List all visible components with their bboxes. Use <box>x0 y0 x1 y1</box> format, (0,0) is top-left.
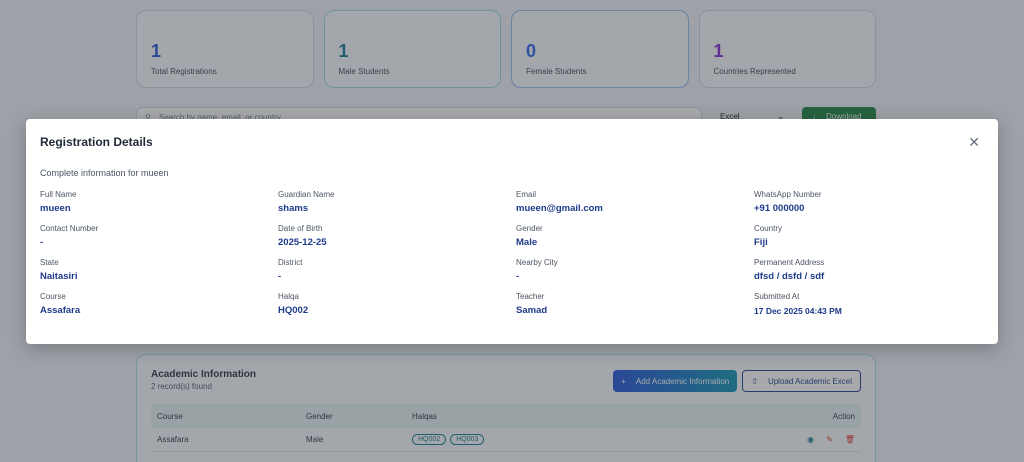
field-teacher: Teacher Samad <box>516 292 754 317</box>
field-value: - <box>516 271 520 282</box>
field-permanent-address: Permanent Address dfsd / dsfd / sdf <box>754 258 992 283</box>
details-grid: Full Name mueen Guardian Name shams Email m… <box>40 190 984 317</box>
field-label: Halqa <box>278 292 299 301</box>
field-submitted-at: Submitted At 17 Dec 2025 04:43 PM <box>754 292 992 317</box>
stat-value: 1 <box>338 41 349 61</box>
field-label: WhatsApp Number <box>754 190 822 199</box>
stat-card-male-students: 1 Male Students <box>323 10 501 88</box>
halqa-chip: HQ002 <box>412 434 447 445</box>
chevron-down-icon: ⌄ <box>777 112 784 121</box>
stat-card-countries-represented: 1 Countries Represented <box>698 10 876 88</box>
field-value: Male <box>516 237 538 248</box>
table-row: Assafara Male HQ002 HQ003 ◉ ✎ 🗑 <box>151 428 861 452</box>
stat-label: Total Registrations <box>151 67 217 76</box>
column-header-halqas: Halqas <box>412 411 437 421</box>
column-header-action: Action <box>832 411 855 421</box>
field-guardian-name: Guardian Name shams <box>278 190 516 215</box>
view-eye-icon[interactable]: ◉ <box>807 435 815 444</box>
field-course: Course Assafara <box>40 292 278 317</box>
cell-halqas: HQ002 HQ003 <box>412 434 775 445</box>
stat-label: Countries Represented <box>713 67 796 76</box>
search-placeholder: Search by name, email, or country... <box>159 113 287 122</box>
field-label: Guardian Name <box>278 190 335 199</box>
field-label: Submitted At <box>754 292 800 301</box>
cell-gender: Male <box>306 435 324 444</box>
field-value: dfsd / dsfd / sdf <box>754 271 825 282</box>
field-email: Email mueen@gmail.com <box>516 190 754 215</box>
export-format-select[interactable]: Excel ⌄ <box>712 107 792 129</box>
format-selected: Excel <box>720 112 740 121</box>
column-header-gender: Gender <box>306 411 333 421</box>
cell-course: Assafara <box>157 435 189 444</box>
field-value: shams <box>278 203 309 214</box>
stat-label: Male Students <box>338 67 390 76</box>
field-gender: Gender Male <box>516 224 754 249</box>
download-label: Download <box>826 112 862 121</box>
halqa-chip: HQ003 <box>450 434 485 445</box>
upload-icon: ⇧ <box>751 376 758 386</box>
field-value: 17 Dec 2025 04:43 PM <box>754 306 842 316</box>
search-icon: ⚲ <box>145 113 151 122</box>
academic-title: Academic Information <box>151 369 257 380</box>
stat-card-female-students: 0 Female Students <box>511 10 689 88</box>
field-full-name: Full Name mueen <box>40 190 278 215</box>
field-whatsapp-number: WhatsApp Number +91 000000 <box>754 190 992 215</box>
stat-value: 0 <box>526 41 537 61</box>
table-header-row: Course Gender Halqas Action <box>151 404 861 428</box>
field-label: Date of Birth <box>278 224 323 233</box>
stat-card-total-registrations: 1 Total Registrations <box>136 10 314 88</box>
field-label: District <box>278 258 303 267</box>
field-value: Assafara <box>40 305 81 316</box>
close-icon[interactable]: ✕ <box>968 134 980 150</box>
field-value: Samad <box>516 305 548 316</box>
plus-icon: + <box>621 376 626 386</box>
academic-information-panel: Academic Information 2 record(s) found +… <box>136 354 876 462</box>
field-halqa: Halqa HQ002 <box>278 292 516 317</box>
field-value: mueen@gmail.com <box>516 203 603 214</box>
stat-value: 1 <box>713 41 724 61</box>
field-date-of-birth: Date of Birth 2025-12-25 <box>278 224 516 249</box>
field-value: 2025-12-25 <box>278 237 327 248</box>
upload-academic-label: Upload Academic Excel <box>767 376 852 386</box>
delete-trash-icon[interactable]: 🗑 <box>844 435 855 444</box>
field-value: Naitasiri <box>40 271 78 282</box>
add-academic-information-button[interactable]: + Add Academic Information <box>613 370 738 392</box>
field-nearby-city: Nearby City - <box>516 258 754 283</box>
field-label: Teacher <box>516 292 545 301</box>
stat-label: Female Students <box>526 67 587 76</box>
field-label: State <box>40 258 59 267</box>
modal-description: Complete information for mueen <box>40 168 169 178</box>
download-icon: ↓ <box>812 112 816 121</box>
stats-row: 1 Total Registrations 1 Male Students 0 … <box>136 10 876 88</box>
column-header-course: Course <box>157 411 183 421</box>
academic-table: Course Gender Halqas Action Assafara Mal… <box>151 404 861 452</box>
field-value: Fiji <box>754 237 768 248</box>
field-label: Nearby City <box>516 258 558 267</box>
field-label: Country <box>754 224 783 233</box>
field-label: Permanent Address <box>754 258 825 267</box>
field-district: District - <box>278 258 516 283</box>
field-value: mueen <box>40 203 71 214</box>
field-value: HQ002 <box>278 305 309 316</box>
field-value: - <box>278 271 282 282</box>
field-label: Contact Number <box>40 224 99 233</box>
upload-academic-excel-button[interactable]: ⇧ Upload Academic Excel <box>742 370 861 392</box>
add-academic-label: Add Academic Information <box>635 376 730 386</box>
field-state: State Naitasiri <box>40 258 278 283</box>
registration-details-modal: Registration Details ✕ Complete informat… <box>26 119 998 344</box>
academic-record-count: 2 record(s) found <box>151 382 212 391</box>
field-label: Email <box>516 190 537 199</box>
edit-icon[interactable]: ✎ <box>826 435 833 444</box>
cell-actions: ◉ ✎ 🗑 <box>775 435 855 444</box>
modal-title: Registration Details <box>40 135 153 149</box>
field-value: +91 000000 <box>754 203 805 214</box>
field-label: Full Name <box>40 190 77 199</box>
field-label: Gender <box>516 224 543 233</box>
field-contact-number: Contact Number - <box>40 224 278 249</box>
field-value: - <box>40 237 44 248</box>
stat-value: 1 <box>151 41 162 61</box>
field-country: Country Fiji <box>754 224 992 249</box>
field-label: Course <box>40 292 66 301</box>
